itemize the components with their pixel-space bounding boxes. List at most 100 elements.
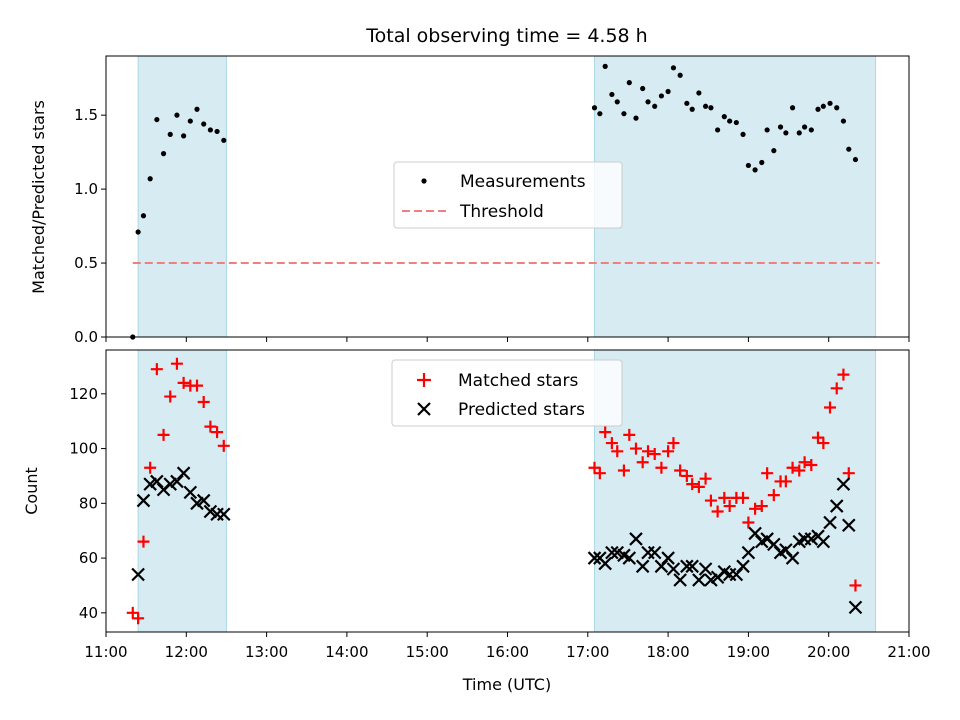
measurement-point (194, 106, 200, 112)
measurement-point (626, 80, 632, 86)
matched-star-point (655, 461, 668, 474)
measurement-point (852, 156, 859, 163)
predicted-star-point (829, 499, 844, 513)
matched-star-point (662, 445, 675, 458)
measurement-point (658, 93, 665, 99)
measurement-point (840, 118, 847, 124)
measurement-point (201, 121, 207, 127)
legend-measurements-label: Measurements (460, 172, 586, 192)
x-tick-label: 17:00 (566, 643, 609, 661)
bottom-legend-box (391, 359, 623, 427)
measurement-point (147, 176, 153, 182)
measurement-point (689, 106, 695, 112)
legend-predicted-marker (417, 402, 431, 416)
measurement-point (796, 130, 802, 136)
matched-star-point (623, 428, 636, 441)
predicted-star-point (836, 477, 851, 491)
matched-star-point (704, 494, 717, 507)
measurement-point (777, 124, 784, 130)
matched-star-point (648, 448, 661, 461)
x-tick-label: 19:00 (727, 643, 770, 661)
x-tick-label: 11:00 (84, 643, 127, 661)
x-tick-label: 15:00 (406, 643, 449, 661)
matched-star-point (692, 480, 705, 493)
matched-star-point (737, 491, 750, 504)
predicted-star-point (216, 507, 231, 522)
bottom-y-ticks: 40 60 80 100 120 (69, 385, 106, 622)
measurement-point (733, 119, 739, 126)
predicted-star-point (666, 562, 681, 576)
matched-star-point (144, 461, 157, 474)
predicted-star-point (605, 545, 619, 560)
shaded-interval-1 (593, 349, 877, 633)
measurement-point (684, 100, 690, 106)
measurement-point (727, 118, 733, 124)
predicted-star-point (736, 559, 750, 574)
legend-matched-marker (417, 373, 431, 387)
x-tick-label: 14:00 (325, 643, 368, 661)
top-legend-box (393, 161, 623, 229)
matched-star-point (680, 469, 693, 482)
measurement-point (640, 85, 646, 92)
measurement-point (846, 146, 852, 152)
measurement-point (214, 128, 220, 135)
matched-star-point (711, 505, 724, 518)
y-tick-label: 60 (79, 549, 98, 567)
top-panel: Total observing time = 4.58 h 0.0 0.5 1.0 1… (29, 25, 910, 346)
measurement-point (187, 118, 193, 124)
top-y-axis-label: Matched/Predicted stars (29, 100, 48, 294)
measurement-point (609, 91, 615, 98)
bottom-x-ticks: 11:00 12:00 13:00 14:00 15:00 16:00 17:00 18:00… (84, 632, 931, 661)
x-tick-label: 18:00 (646, 643, 689, 661)
predicted-star-point (587, 551, 602, 565)
x-axis-label: Time (UTC) (462, 675, 551, 694)
legend-predicted-label: Predicted stars (458, 400, 585, 420)
matched-star-point (686, 478, 699, 491)
y-tick-label: 0.5 (74, 254, 98, 272)
matched-star-point (164, 390, 177, 403)
matched-star-point (197, 396, 210, 409)
matched-star-point (811, 431, 824, 444)
predicted-star-point (136, 493, 151, 508)
matched-star-point (798, 456, 811, 469)
matched-star-point (849, 579, 862, 592)
predicted-star-point (196, 493, 211, 508)
shaded-interval-1 (593, 55, 877, 338)
x-tick-label: 21:00 (887, 643, 930, 661)
measurement-point (740, 131, 746, 137)
matched-star-point (749, 502, 762, 515)
measurement-point (621, 111, 627, 117)
matched-star-point (718, 491, 731, 504)
chart-title: Total observing time = 4.58 h (365, 25, 647, 47)
bottom-series (126, 357, 863, 625)
predicted-star-point (680, 559, 694, 574)
measurement-point (207, 127, 213, 133)
measurement-point (721, 114, 727, 120)
measurement-point (135, 229, 141, 235)
predicted-star-point (785, 551, 800, 565)
predicted-star-point (598, 556, 612, 571)
matched-star-point (177, 376, 190, 389)
bottom-panel: 40 60 80 100 120 11:00 12:00 13:00 14:00 15:00 16… (22, 349, 931, 694)
top-y-ticks: 0.0 0.5 1.0 1.5 (74, 106, 106, 346)
measurement-point (670, 65, 677, 71)
x-tick-label: 16:00 (486, 643, 529, 661)
measurement-point (764, 127, 770, 133)
predicted-star-point (841, 518, 856, 533)
measurement-point (745, 162, 752, 169)
y-tick-label: 100 (69, 440, 98, 458)
matched-star-point (636, 456, 649, 469)
measurement-point (696, 90, 702, 96)
matched-star-point (786, 461, 799, 474)
measurement-point (167, 131, 173, 137)
x-tick-label: 20:00 (807, 643, 850, 661)
matched-star-point (817, 437, 830, 450)
matched-star-point (150, 363, 163, 376)
predicted-star-point (673, 573, 687, 587)
predicted-star-point (131, 567, 145, 582)
x-tick-label: 13:00 (245, 643, 288, 661)
matched-star-point (132, 612, 145, 625)
matched-star-point (605, 437, 618, 450)
measurement-point (789, 105, 796, 111)
